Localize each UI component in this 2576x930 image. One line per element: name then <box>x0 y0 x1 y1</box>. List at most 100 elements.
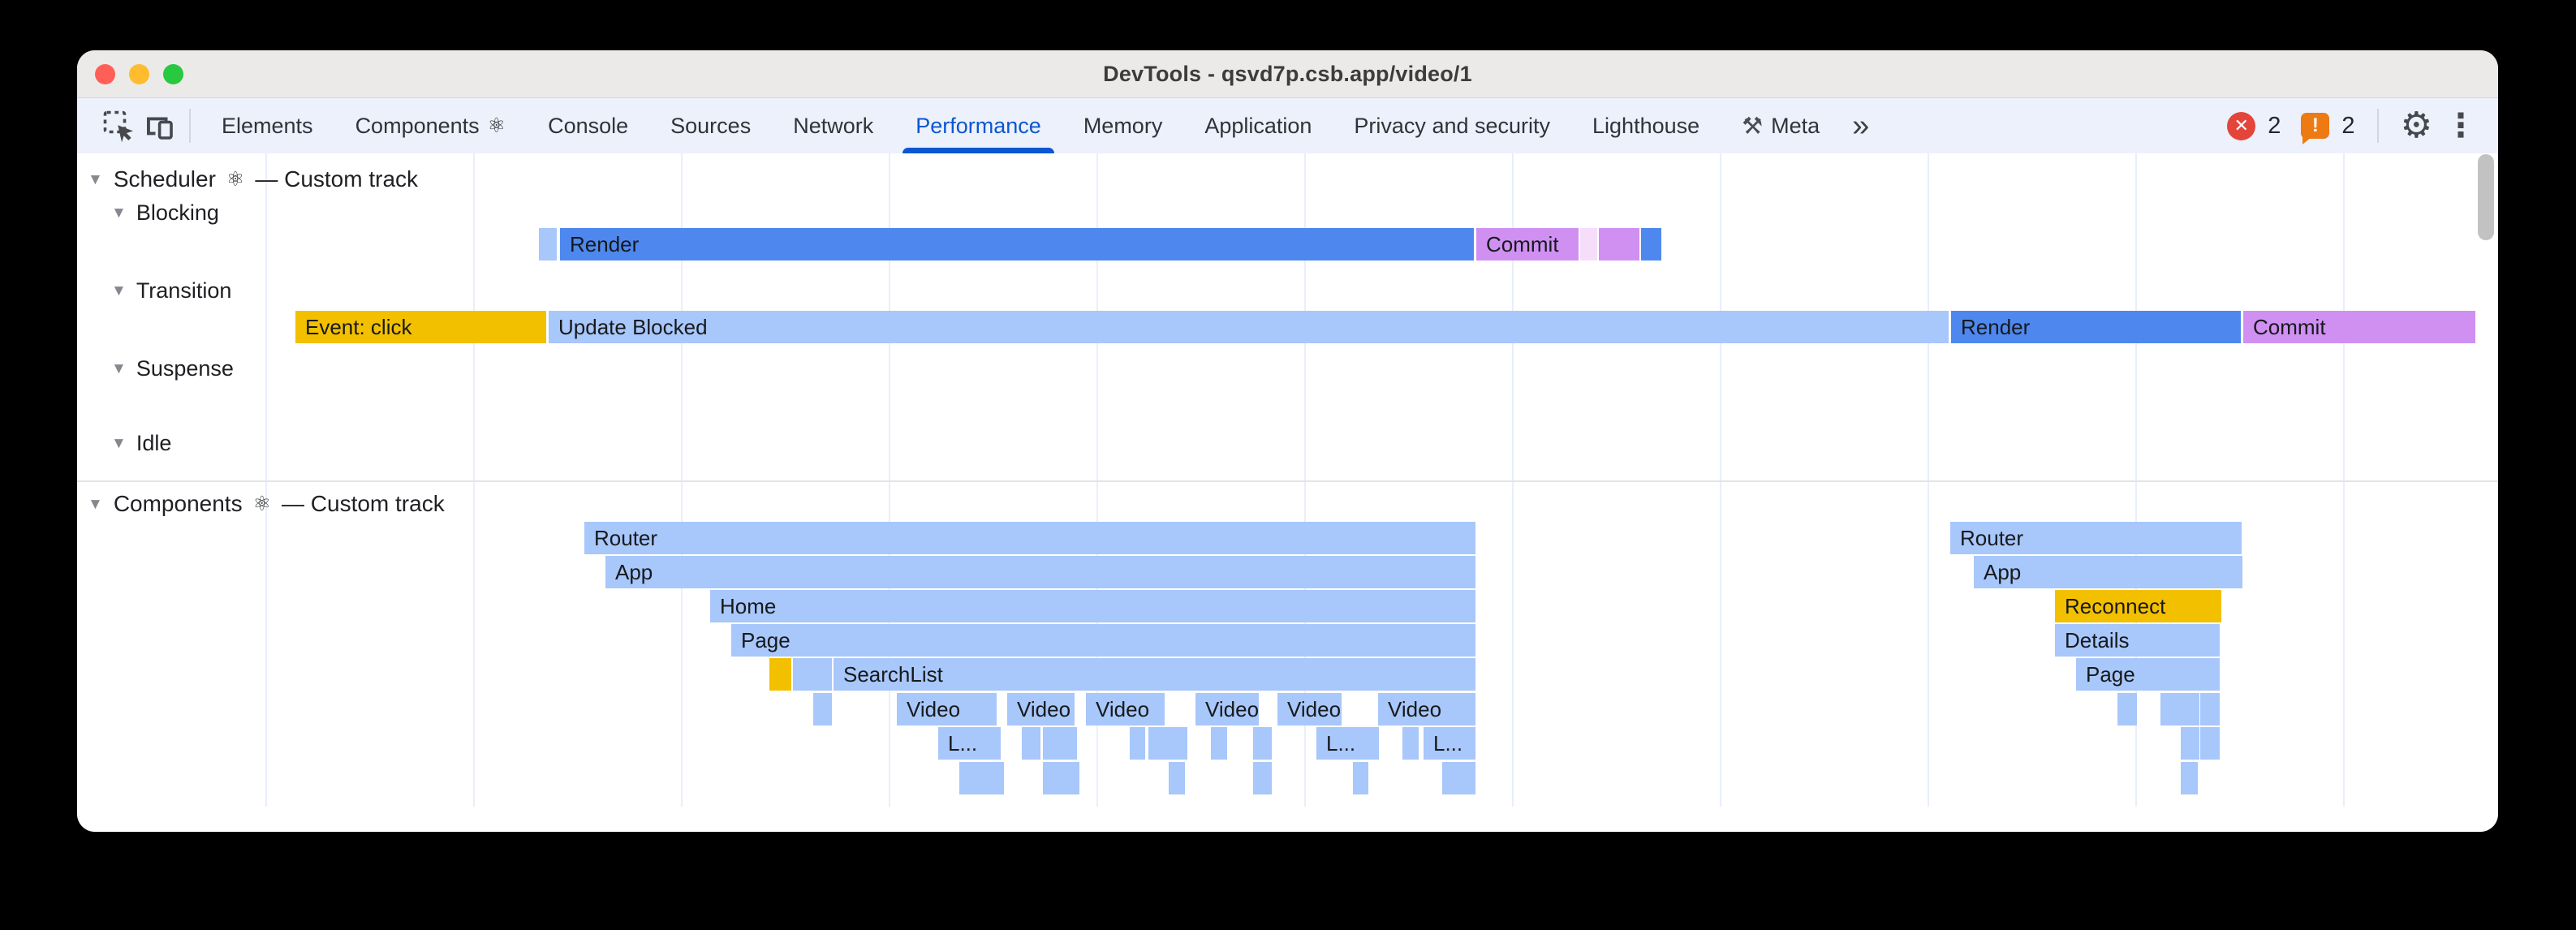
flame-bar-router[interactable]: Router <box>1950 522 2242 554</box>
flame-bar[interactable] <box>1402 727 1419 760</box>
flame-bar[interactable] <box>793 658 832 691</box>
flame-bar-commit[interactable]: Commit <box>1476 228 1579 260</box>
flame-bar-details[interactable]: Details <box>2055 624 2220 657</box>
flame-bar[interactable] <box>1043 727 1077 760</box>
flame-bar-commit[interactable]: Commit <box>2243 311 2475 343</box>
flame-bar-home[interactable]: Home <box>710 590 1475 622</box>
flame-bar[interactable] <box>1353 762 1368 794</box>
flame-bar-label: Page <box>741 627 790 652</box>
flame-bar[interactable] <box>1580 228 1597 260</box>
flame-bar[interactable] <box>2181 727 2199 760</box>
flame-bar[interactable] <box>1148 727 1187 760</box>
flame-bar[interactable] <box>2160 693 2199 725</box>
error-icon[interactable]: ✕ <box>2227 111 2256 140</box>
react-atom-icon: ⚛ <box>226 168 245 191</box>
tab-lighthouse[interactable]: Lighthouse <box>1571 98 1721 153</box>
flame-bar-label: Router <box>1960 525 2024 550</box>
flame-bar-page[interactable]: Page <box>2076 658 2220 691</box>
flame-bar-searchlist[interactable]: SearchList <box>834 658 1475 691</box>
flame-bar-app[interactable]: App <box>605 556 1475 588</box>
track-header-scheduler[interactable]: ▼ Scheduler ⚛ — Custom track <box>88 163 418 196</box>
tab-memory[interactable]: Memory <box>1062 98 1184 153</box>
flame-bar[interactable] <box>1043 762 1079 794</box>
flame-bar[interactable] <box>1022 727 1040 760</box>
flame-bar-page[interactable]: Page <box>731 624 1475 657</box>
tab-network[interactable]: Network <box>772 98 894 153</box>
flame-bar[interactable] <box>1641 228 1661 260</box>
lane-transition[interactable]: ▼ Transition <box>111 274 231 307</box>
tab-label: Elements <box>222 113 313 138</box>
warning-icon[interactable]: ! <box>2301 113 2330 144</box>
track-header-components[interactable]: ▼ Components ⚛ — Custom track <box>88 488 445 520</box>
flame-bar[interactable] <box>539 228 557 260</box>
flame-bar[interactable] <box>2117 693 2137 725</box>
collapse-triangle-icon: ▼ <box>111 360 127 377</box>
settings-gear-icon[interactable]: ⚙ <box>2400 105 2432 145</box>
flame-bar[interactable] <box>769 658 791 691</box>
flame-bar-video[interactable]: Video <box>1195 693 1259 725</box>
flame-bar-reconnect[interactable]: Reconnect <box>2055 590 2221 622</box>
flame-bar[interactable] <box>813 693 832 725</box>
flame-bar-l-[interactable]: L... <box>938 727 1001 760</box>
flame-bar-video[interactable]: Video <box>1378 693 1475 725</box>
toolbar-separator <box>189 109 191 143</box>
flame-bar[interactable] <box>1253 762 1272 794</box>
timeline-canvas[interactable]: ▼ Scheduler ⚛ — Custom track ▼ Blocking ▼ Trans… <box>77 153 2498 832</box>
flame-bar[interactable] <box>1169 762 1185 794</box>
tab-console[interactable]: Console <box>527 98 649 153</box>
flame-bar-video[interactable]: Video <box>1007 693 1075 725</box>
error-count[interactable]: 2 <box>2268 112 2281 139</box>
minimize-button[interactable] <box>129 63 149 84</box>
flame-bar[interactable] <box>2200 693 2220 725</box>
close-button[interactable] <box>95 63 115 84</box>
flame-bar[interactable] <box>1599 228 1639 260</box>
lane-blocking[interactable]: ▼ Blocking <box>111 196 219 229</box>
flame-bar-video[interactable]: Video <box>1277 693 1342 725</box>
devtools-toolbar: Elements Components ⚛ Console Sources Network… <box>77 98 2498 154</box>
track-suffix: — Custom track <box>255 166 419 192</box>
flame-bar-video[interactable]: Video <box>897 693 997 725</box>
tab-privacy-and-security[interactable]: Privacy and security <box>1333 98 1571 153</box>
tab-application[interactable]: Application <box>1183 98 1333 153</box>
toggle-device-toolbar-icon[interactable] <box>139 103 179 149</box>
flame-bar-render[interactable]: Render <box>1951 311 2241 343</box>
timeline-gridline <box>889 153 890 807</box>
titlebar: DevTools - qsvd7p.csb.app/video/1 <box>77 50 2498 98</box>
tab-label: Performance <box>915 113 1041 138</box>
flame-bar-event-click[interactable]: Event: click <box>295 311 546 343</box>
collapse-triangle-icon: ▼ <box>111 205 127 222</box>
tab-components[interactable]: Components ⚛ <box>334 98 528 153</box>
tab-performance[interactable]: Performance <box>894 98 1062 153</box>
kebab-menu-icon[interactable]: ⋮ <box>2445 108 2477 144</box>
flame-bar-update-blocked[interactable]: Update Blocked <box>549 311 1949 343</box>
tab-elements[interactable]: Elements <box>200 98 334 153</box>
flame-bar-label: Commit <box>1486 231 1559 256</box>
flame-bar-video[interactable]: Video <box>1086 693 1165 725</box>
flame-bar[interactable] <box>1211 727 1227 760</box>
flame-bar[interactable] <box>959 762 1004 794</box>
lane-idle[interactable]: ▼ Idle <box>111 427 171 459</box>
flame-bar[interactable] <box>1130 727 1145 760</box>
flame-bar[interactable] <box>1253 727 1272 760</box>
timeline-gridline <box>681 153 683 807</box>
collapse-triangle-icon: ▼ <box>111 282 127 299</box>
zoom-button[interactable] <box>163 63 183 84</box>
flame-bar-app[interactable]: App <box>1974 556 2242 588</box>
tab-meta[interactable]: ⚒ Meta <box>1721 98 1841 153</box>
flame-bar[interactable] <box>1442 762 1475 794</box>
inspect-element-icon[interactable] <box>98 103 139 149</box>
lane-suspense[interactable]: ▼ Suspense <box>111 352 234 385</box>
flame-bar[interactable] <box>2181 762 2198 794</box>
tab-sources[interactable]: Sources <box>649 98 772 153</box>
toolbar-separator <box>2376 109 2379 143</box>
flame-bar-l-[interactable]: L... <box>1316 727 1379 760</box>
flame-bar-label: Video <box>907 696 961 721</box>
vertical-scrollbar-thumb[interactable] <box>2478 154 2494 240</box>
flame-bar-l-[interactable]: L... <box>1424 727 1475 760</box>
flame-bar-render[interactable]: Render <box>560 228 1474 260</box>
more-tabs-icon[interactable]: » <box>1852 108 1870 143</box>
tab-label: Network <box>793 113 874 138</box>
flame-bar[interactable] <box>2200 727 2220 760</box>
warning-count[interactable]: 2 <box>2341 112 2355 139</box>
flame-bar-router[interactable]: Router <box>584 522 1475 554</box>
